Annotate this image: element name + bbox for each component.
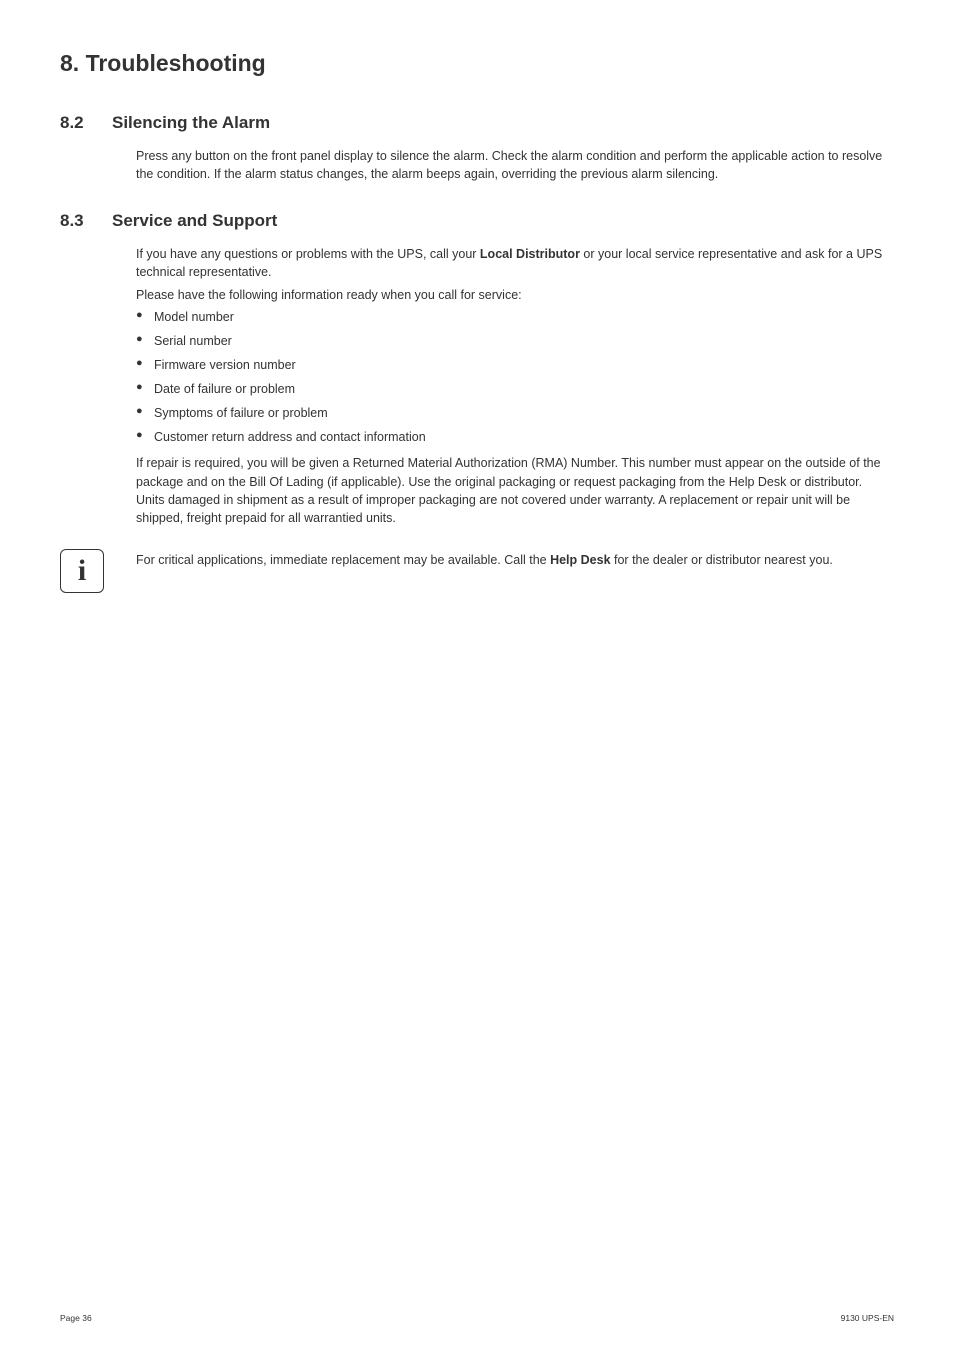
page-footer: Page 36 9130 UPS-EN [60, 1313, 894, 1323]
section-header: 8.2 Silencing the Alarm [60, 113, 894, 133]
section-title: Silencing the Alarm [112, 113, 270, 133]
list-item: Customer return address and contact info… [136, 428, 894, 446]
intro-paragraph-1: If you have any questions or problems wi… [136, 245, 894, 281]
text-fragment: for the dealer or distributor nearest yo… [611, 553, 833, 567]
page-number: Page 36 [60, 1313, 92, 1323]
list-item: Firmware version number [136, 356, 894, 374]
section-number: 8.2 [60, 113, 112, 133]
section-silencing-alarm: 8.2 Silencing the Alarm Press any button… [60, 113, 894, 183]
section-paragraph: Press any button on the front panel disp… [136, 147, 894, 183]
section-title: Service and Support [112, 211, 277, 231]
list-item: Model number [136, 308, 894, 326]
service-info-list: Model number Serial number Firmware vers… [136, 308, 894, 447]
list-item: Serial number [136, 332, 894, 350]
section-number: 8.3 [60, 211, 112, 231]
intro-paragraph-2: Please have the following information re… [136, 286, 894, 304]
info-icon: i [60, 549, 104, 593]
section-header: 8.3 Service and Support [60, 211, 894, 231]
rma-paragraph: If repair is required, you will be given… [136, 454, 894, 527]
text-fragment: For critical applications, immediate rep… [136, 553, 550, 567]
section-service-support: 8.3 Service and Support If you have any … [60, 211, 894, 593]
info-text: For critical applications, immediate rep… [136, 549, 833, 569]
text-bold: Local Distributor [480, 247, 580, 261]
text-fragment: If you have any questions or problems wi… [136, 247, 480, 261]
text-bold: Help Desk [550, 553, 610, 567]
doc-id: 9130 UPS-EN [841, 1313, 894, 1323]
list- item: Symptoms of failure or problem [136, 404, 894, 422]
list-item: Date of failure or problem [136, 380, 894, 398]
chapter-title: 8. Troubleshooting [60, 50, 894, 77]
info-callout: i For critical applications, immediate r… [60, 549, 894, 593]
